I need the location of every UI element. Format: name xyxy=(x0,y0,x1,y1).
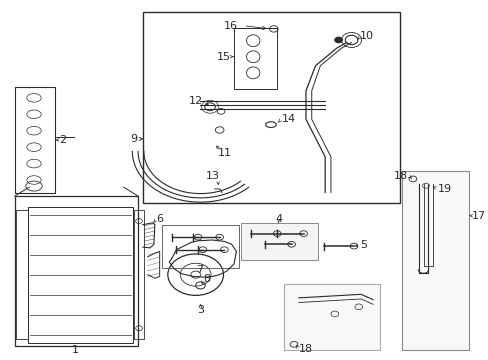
Bar xyxy=(234,28,277,89)
Text: 4: 4 xyxy=(275,214,282,224)
Bar xyxy=(241,223,317,260)
Text: 11: 11 xyxy=(217,148,231,158)
Text: 1: 1 xyxy=(72,345,79,355)
Text: 9: 9 xyxy=(130,134,137,144)
Circle shape xyxy=(334,37,342,43)
Text: 18: 18 xyxy=(393,171,407,181)
Text: 8: 8 xyxy=(203,274,209,284)
Text: 10: 10 xyxy=(360,31,373,41)
Bar xyxy=(162,225,238,267)
Text: 16: 16 xyxy=(224,21,237,31)
Text: 15: 15 xyxy=(216,52,230,62)
Text: 5: 5 xyxy=(360,240,366,250)
Text: 3: 3 xyxy=(197,305,203,315)
Bar xyxy=(284,284,380,350)
Text: 14: 14 xyxy=(282,114,296,124)
Text: 7: 7 xyxy=(196,265,203,275)
Bar xyxy=(134,210,143,339)
Text: 18: 18 xyxy=(298,343,312,354)
Text: 12: 12 xyxy=(188,96,203,106)
Text: 17: 17 xyxy=(470,211,485,221)
Bar xyxy=(15,87,55,193)
Text: 13: 13 xyxy=(205,171,219,181)
Text: 2: 2 xyxy=(59,135,66,145)
Bar xyxy=(401,171,468,350)
Bar xyxy=(142,12,399,203)
Bar xyxy=(28,207,133,342)
Text: 6: 6 xyxy=(156,213,163,224)
Text: 19: 19 xyxy=(437,184,451,194)
Bar xyxy=(15,196,138,346)
Bar xyxy=(16,210,28,339)
